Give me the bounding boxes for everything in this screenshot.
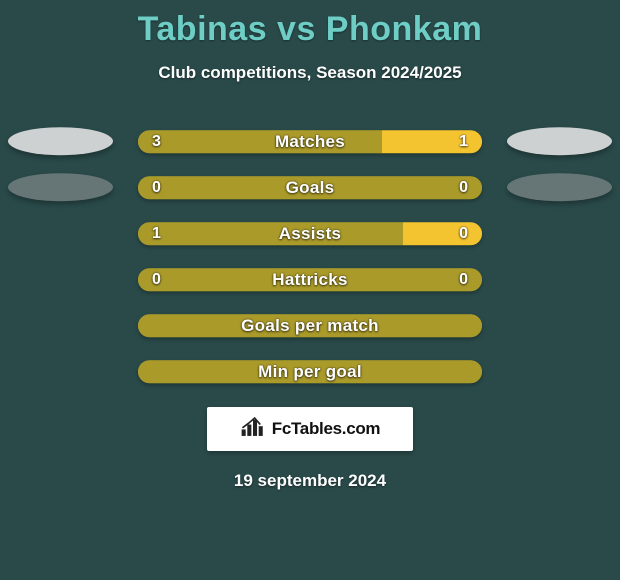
stat-value-left: 3 [152,130,161,153]
stat-row: Goals0 0 [0,167,620,213]
bar-chart-icon [240,416,266,443]
stat-row: Hattricks0 0 [0,259,620,305]
stat-row: Min per goal [0,351,620,397]
player-ellipse-right [507,173,612,201]
stat-label: Goals per match [138,314,482,337]
stat-value-left: 1 [152,222,161,245]
player-ellipse-left [8,173,113,201]
stat-label: Matches [138,130,482,153]
stat-value-right: 0 [459,268,468,291]
source-badge: FcTables.com [207,407,413,451]
stat-bar: Goals0 0 [138,176,482,199]
stat-label: Min per goal [138,360,482,383]
stat-value-right: 0 [459,222,468,245]
stat-label: Goals [138,176,482,199]
stat-label: Hattricks [138,268,482,291]
stat-value-right: 1 [459,130,468,153]
stat-value-left: 0 [152,268,161,291]
stats-container: Matches31Goals00Assists10Hattricks00Goal… [0,121,620,397]
stat-row: Matches3 1 [0,121,620,167]
stat-value-right: 0 [459,176,468,199]
page-title: Tabinas vs Phonkam [0,0,620,49]
player-ellipse-left [8,127,113,155]
stat-bar: Assists1 0 [138,222,482,245]
stat-bar: Goals per match [138,314,482,337]
badge-text: FcTables.com [272,419,381,439]
stat-label: Assists [138,222,482,245]
player-ellipse-right [507,127,612,155]
stat-bar: Min per goal [138,360,482,383]
stat-bar: Hattricks0 0 [138,268,482,291]
stat-row: Assists1 0 [0,213,620,259]
stat-value-left: 0 [152,176,161,199]
stat-bar: Matches3 1 [138,130,482,153]
subtitle: Club competitions, Season 2024/2025 [0,63,620,83]
date-label: 19 september 2024 [0,471,620,491]
stat-row: Goals per match [0,305,620,351]
